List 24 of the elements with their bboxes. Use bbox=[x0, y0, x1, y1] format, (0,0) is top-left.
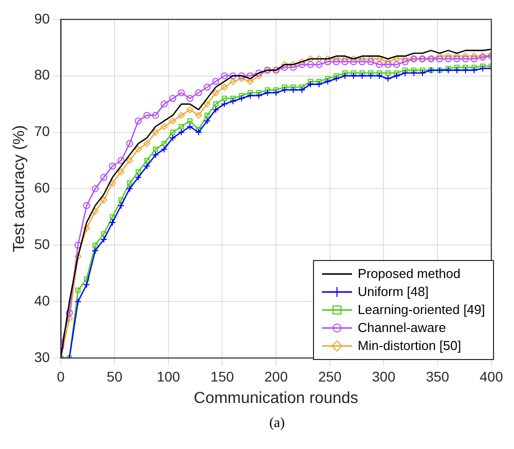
y-axis-title: Test accuracy (%) bbox=[11, 125, 28, 252]
legend-label: Uniform [48] bbox=[358, 283, 429, 301]
y-tick-label: 70 bbox=[34, 123, 50, 140]
legend-label: Min-distortion [50] bbox=[358, 337, 462, 355]
legend-label: Channel-aware bbox=[358, 319, 446, 337]
x-tick-label: 200 bbox=[264, 368, 288, 384]
y-tick-label: 90 bbox=[34, 10, 50, 26]
legend-label: Proposed method bbox=[358, 265, 460, 283]
x-tick-label: 100 bbox=[156, 368, 180, 384]
x-tick-label: 50 bbox=[106, 368, 123, 384]
y-tick-label: 80 bbox=[34, 66, 50, 83]
y-tick-label: 40 bbox=[34, 292, 50, 308]
y-tick-label: 50 bbox=[34, 236, 50, 252]
x-tick-label: 400 bbox=[480, 368, 504, 384]
x-tick-label: 0 bbox=[56, 368, 65, 384]
y-tick-label: 30 bbox=[34, 348, 50, 365]
x-tick-label: 350 bbox=[426, 368, 450, 384]
x-tick-label: 300 bbox=[372, 368, 396, 384]
text: (a) bbox=[268, 416, 286, 432]
x-tick-label: 250 bbox=[318, 368, 342, 384]
x-tick-label: 150 bbox=[210, 368, 234, 384]
legend-label: Learning-oriented [49] bbox=[358, 301, 485, 319]
y-tick-label: 60 bbox=[34, 180, 50, 196]
x-axis-title: Communication rounds bbox=[194, 390, 358, 407]
